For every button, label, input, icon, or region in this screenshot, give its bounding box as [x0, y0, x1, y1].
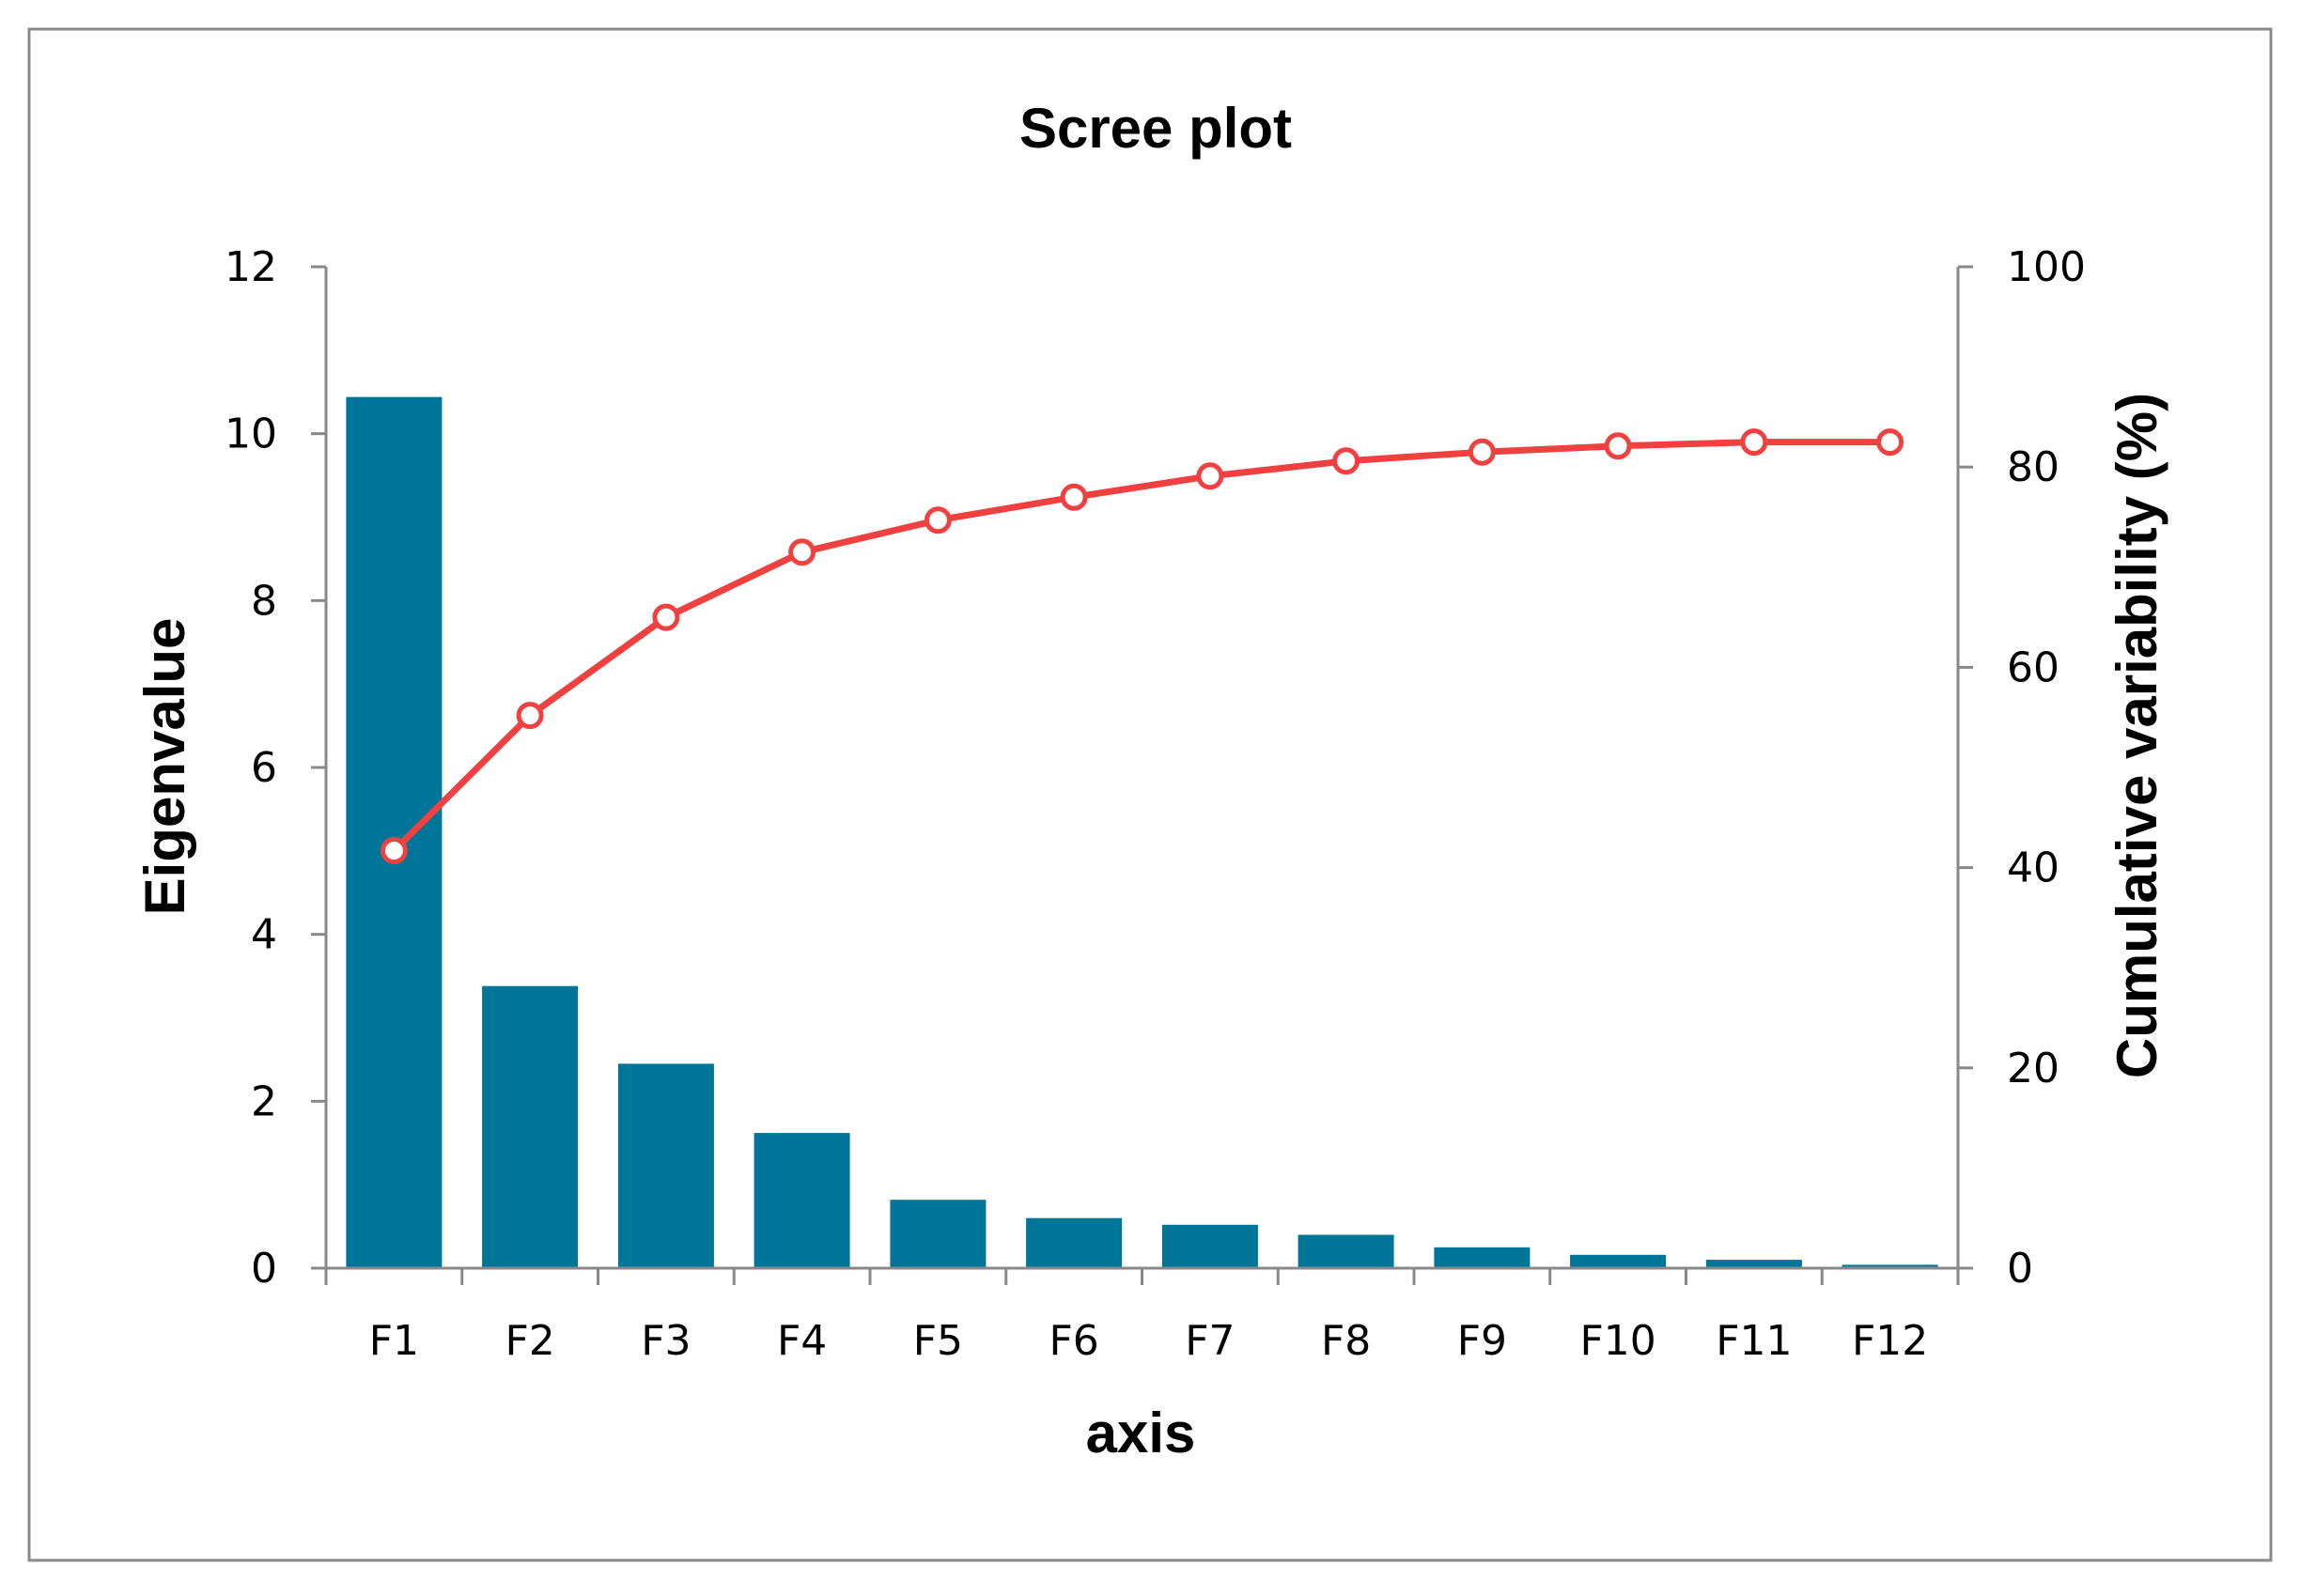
cumulative-point-f5 — [924, 506, 952, 535]
y-tick-label: 4 — [251, 911, 277, 959]
y-tick-label: 10 — [225, 411, 277, 458]
bar-f11 — [1705, 1260, 1802, 1268]
x-tick-label-f4: F4 — [777, 1317, 827, 1365]
y-axis-title: Eigenvalue — [133, 618, 196, 916]
y-tick-label: 6 — [251, 744, 277, 792]
y-tick-label: 12 — [225, 243, 277, 291]
y-tick-label: 8 — [251, 577, 277, 625]
bar-f9 — [1434, 1247, 1531, 1268]
x-tick-label-f12: F12 — [1852, 1317, 1928, 1365]
x-tick-label-f3: F3 — [641, 1317, 691, 1365]
cumulative-point-f2 — [516, 702, 544, 730]
bar-f7 — [1161, 1224, 1258, 1268]
cumulative-point-f3 — [652, 603, 680, 631]
bar-f5 — [890, 1200, 987, 1268]
x-tick-label-f8: F8 — [1321, 1317, 1371, 1365]
cumulative-line-path — [390, 439, 1894, 854]
cumulative-point-f9 — [1468, 438, 1496, 466]
x-tick-label-f11: F11 — [1716, 1317, 1792, 1365]
y2-tick-label: 80 — [2007, 443, 2059, 491]
bar-f12 — [1842, 1264, 1938, 1268]
bar-f4 — [754, 1133, 850, 1268]
cumulative-point-f10 — [1604, 432, 1632, 460]
y2-tick-label: 100 — [2007, 243, 2086, 291]
cumulative-point-f1 — [380, 837, 408, 864]
cumulative-point-f6 — [1060, 483, 1088, 511]
cumulative-point-f4 — [788, 538, 816, 566]
x-axis-title: axis — [1086, 1402, 1196, 1464]
axes — [311, 265, 1973, 1285]
chart-title: Scree plot — [1019, 97, 1292, 160]
y2-tick-label: 60 — [2007, 643, 2059, 691]
x-tick-label-f7: F7 — [1185, 1317, 1235, 1365]
x-tick-label-f6: F6 — [1049, 1317, 1098, 1365]
cumulative-point-f12 — [1876, 428, 1904, 457]
x-tick-label-f9: F9 — [1457, 1317, 1507, 1365]
x-tick-label-f1: F1 — [369, 1317, 419, 1365]
y-tick-label: 2 — [251, 1077, 277, 1125]
y2-tick-label: 40 — [2007, 844, 2059, 892]
eigenvalue-bars — [346, 396, 1938, 1269]
bar-f3 — [617, 1063, 714, 1268]
bar-f1 — [346, 396, 443, 1269]
bar-f10 — [1570, 1254, 1667, 1268]
x-tick-label-f10: F10 — [1579, 1317, 1655, 1365]
cumulative-variability-line — [380, 428, 1904, 864]
y2-tick-label: 0 — [2007, 1245, 2033, 1293]
tick-labels: 0 2 4 6 8 10 12 0 20 40 60 80 100 F1 F2 F3 F4 F5 F6 F7 F8 F9 F… — [225, 243, 2086, 1365]
bar-f6 — [1026, 1217, 1123, 1268]
cumulative-point-f11 — [1740, 428, 1768, 457]
y-tick-label: 0 — [251, 1245, 277, 1293]
x-tick-label-f2: F2 — [505, 1317, 554, 1365]
cumulative-point-f8 — [1332, 447, 1360, 475]
y2-axis-title: Cumulative variability (%) — [2106, 393, 2168, 1078]
bar-f2 — [482, 985, 579, 1268]
y2-tick-label: 20 — [2007, 1045, 2059, 1092]
cumulative-point-f7 — [1196, 462, 1224, 490]
bar-f8 — [1298, 1234, 1394, 1268]
x-tick-label-f5: F5 — [913, 1317, 963, 1365]
